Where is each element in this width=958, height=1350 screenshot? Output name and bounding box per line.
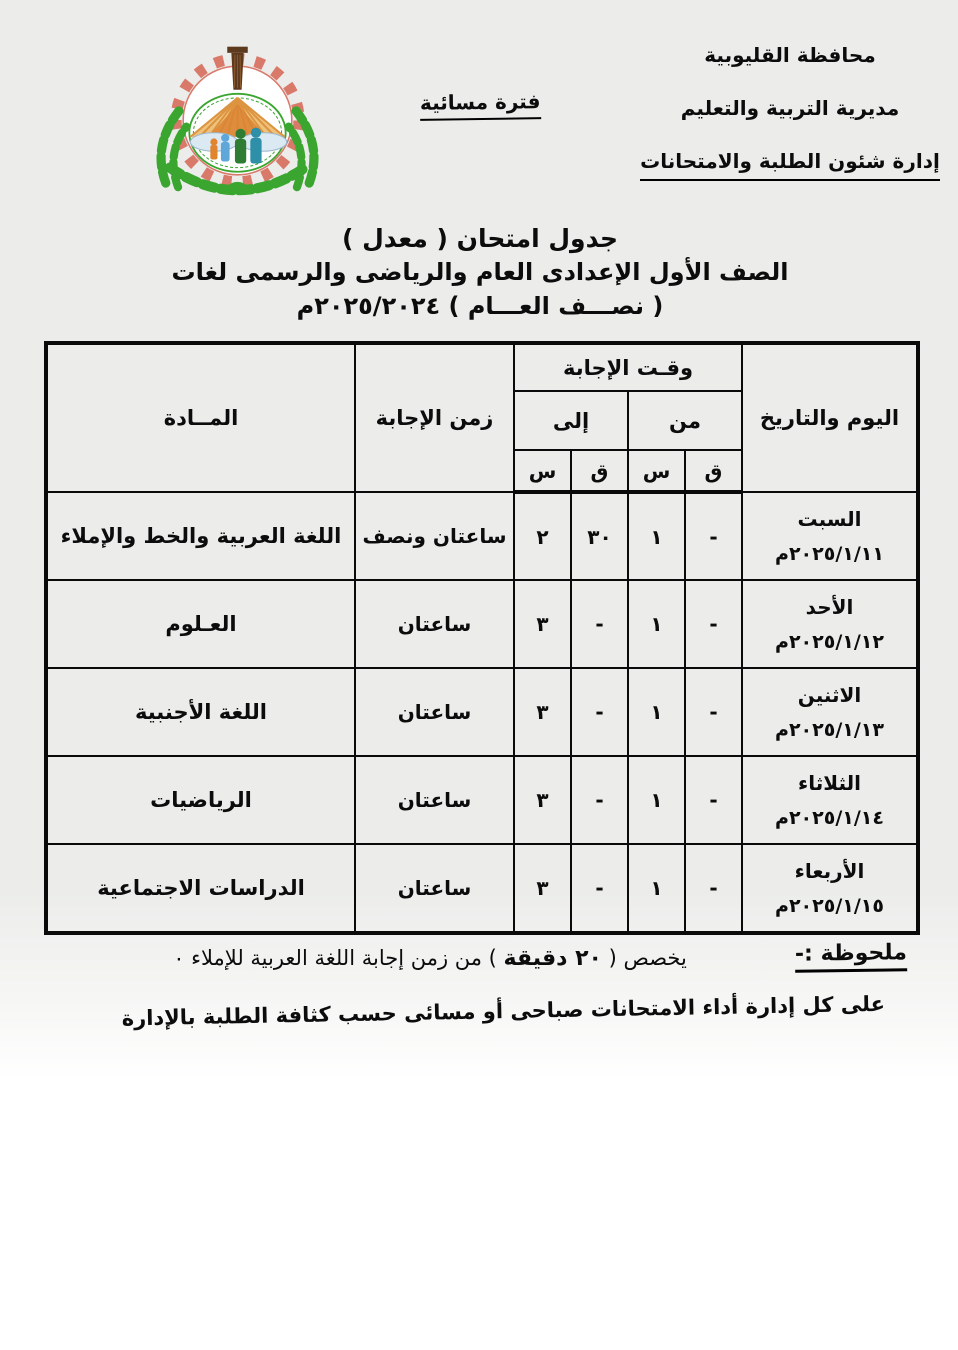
note-text-pre: يخصص ( [601,946,687,970]
education-directorate-emblem-icon [135,46,340,196]
note-text-post: ) من زمن إجابة اللغة العربية للإملاء ٠ [173,946,504,970]
col-header-to: إلى [513,390,629,451]
department-name: إدارة شئون الطلبة والامتحانات [636,148,944,181]
col-header-from-minutes: ق [684,449,743,494]
day-name: الأحد [805,595,854,619]
title-line-1: جدول امتحان ( معدل ) [341,224,619,253]
from-minutes-cell: - [684,491,743,581]
period-label: فترة مسائية [419,89,541,121]
org-header: محافظة القليوبية مديرية التربية والتعليم… [636,42,944,207]
exam-schedule-table: اليوم والتاريخ وقـت الإجابة زمن الإجابة … [44,341,920,935]
from-minutes-cell: - [684,667,743,757]
col-header-day-date: اليوم والتاريخ [741,342,919,493]
document-title: جدول امتحان ( معدل ) الصف الأول الإعدادى… [44,222,916,323]
day-date-cell: السبت ٢٠٢٥/١/١١م [741,491,919,581]
col-header-subject: المــادة [45,342,356,493]
subject-cell: اللغة الأجنبية [45,667,356,757]
exam-date: ٢٠٢٥/١/١٥م [775,895,884,917]
table-row: الثلاثاء ٢٠٢٥/١/١٤م - ١ - ٣ ساعتان الريا… [45,755,919,845]
from-hours-cell: ١ [627,843,686,934]
governorate-name: محافظة القليوبية [704,43,876,67]
directorate-name: مديرية التربية والتعليم [680,96,900,120]
duration-cell: ساعتان [354,755,515,845]
header-row-2: من إلى [46,390,918,451]
to-hours-cell: ٣ [513,667,572,757]
to-hours-cell: ٢ [513,491,572,581]
day-date-cell: الأربعاء ٢٠٢٥/١/١٥م [741,843,919,934]
to-minutes-cell: - [570,843,629,934]
from-minutes-cell: - [684,755,743,845]
title-line-3: ( نصـــف العـــام ) ٢٠٢٥/٢٠٢٤م [296,292,664,320]
from-hours-cell: ١ [627,491,686,581]
table-row: الأربعاء ٢٠٢٥/١/١٥م - ١ - ٣ ساعتان الدرا… [45,843,919,934]
subject-cell: العـلوم [45,579,356,669]
subject-cell: الرياضيات [45,755,356,845]
exam-date: ٢٠٢٥/١/١٢م [775,631,884,653]
subject-cell: الدراسات الاجتماعية [45,843,356,934]
day-name: السبت [797,507,862,531]
col-header-from-hours: س [627,449,686,494]
duration-cell: ساعتان ونصف [354,491,515,581]
day-name: الثلاثاء [798,771,861,795]
to-minutes-cell: ٣٠ [570,491,629,581]
header-row-1: اليوم والتاريخ وقـت الإجابة زمن الإجابة … [45,342,919,493]
duration-cell: ساعتان [354,579,515,669]
col-header-answer-time: وقـت الإجابة [513,342,743,392]
table-row: الأحد ٢٠٢٥/١/١٢م - ١ - ٣ ساعتان العـلوم [45,579,919,669]
to-minutes-cell: - [570,579,629,669]
duration-cell: ساعتان [354,667,515,757]
col-header-to-hours: س [513,449,572,494]
to-minutes-cell: - [570,667,629,757]
from-hours-cell: ١ [627,667,686,757]
table-row: الاثنين ٢٠٢٥/١/١٣م - ١ - ٣ ساعتان اللغة … [45,667,919,757]
header-row-3: ق س ق س [46,449,918,494]
exam-date: ٢٠٢٥/١/١١م [775,543,884,565]
to-hours-cell: ٣ [513,755,572,845]
note-dictation: يخصص ( ٢٠ دقيقة ) من زمن إجابة اللغة الع… [95,946,765,971]
day-name: الأربعاء [794,859,865,883]
day-date-cell: الثلاثاء ٢٠٢٥/١/١٤م [741,755,919,845]
table-row: السبت ٢٠٢٥/١/١١م - ١ ٣٠ ٢ ساعتان ونصف ال… [45,491,919,581]
from-minutes-cell: - [684,843,743,934]
col-header-to-minutes: ق [570,449,629,494]
to-minutes-cell: - [570,755,629,845]
from-minutes-cell: - [684,579,743,669]
subject-cell: اللغة العربية والخط والإملاء [45,491,356,581]
day-date-cell: الاثنين ٢٠٢٥/١/١٣م [741,667,919,757]
exam-date: ٢٠٢٥/١/١٣م [775,719,884,741]
col-header-from: من [627,390,743,451]
to-hours-cell: ٣ [513,843,572,934]
duration-cell: ساعتان [354,843,515,934]
note-session-policy: على كل إدارة أداء الامتحانات صباحى أو مس… [121,991,886,1031]
from-hours-cell: ١ [627,579,686,669]
day-date-cell: الأحد ٢٠٢٥/١/١٢م [741,579,919,669]
note-label: ملحوظة :- [794,940,908,973]
exam-date: ٢٠٢٥/١/١٤م [775,807,884,829]
from-hours-cell: ١ [627,755,686,845]
to-hours-cell: ٣ [513,579,572,669]
day-name: الاثنين [797,683,862,707]
note-text-bold: ٢٠ دقيقة [503,946,602,971]
title-line-2: الصف الأول الإعدادى العام والرياضى والرس… [171,258,789,286]
col-header-duration: زمن الإجابة [354,342,515,493]
